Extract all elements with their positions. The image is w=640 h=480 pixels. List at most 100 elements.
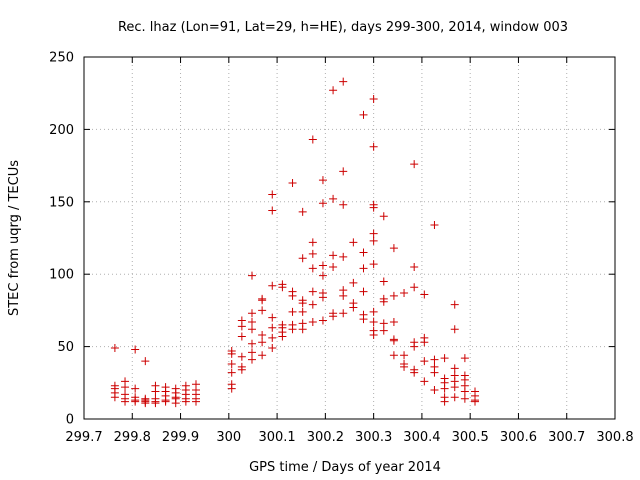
data-point	[318, 176, 327, 185]
data-point	[308, 317, 317, 326]
data-point	[369, 203, 378, 212]
data-point	[121, 397, 130, 406]
data-point	[298, 299, 307, 308]
data-point	[288, 325, 297, 334]
data-point	[110, 393, 119, 402]
data-point	[460, 394, 469, 403]
plot-border	[83, 56, 616, 420]
data-point	[410, 368, 419, 377]
data-point	[247, 271, 256, 280]
data-point	[339, 77, 348, 86]
data-point	[227, 349, 236, 358]
data-point	[268, 281, 277, 290]
data-point	[237, 322, 246, 331]
data-point	[308, 264, 317, 273]
data-point	[268, 333, 277, 342]
data-point	[359, 315, 368, 324]
data-point	[288, 307, 297, 316]
data-point	[308, 249, 317, 258]
data-point	[410, 160, 419, 169]
data-point	[339, 291, 348, 300]
y-tick-label: 50	[57, 340, 74, 355]
data-point	[247, 348, 256, 357]
x-axis-label: GPS time / Days of year 2014	[249, 460, 441, 475]
x-tick-label: 300.8	[596, 430, 633, 445]
data-point	[349, 278, 358, 287]
data-point	[131, 384, 140, 393]
y-tick-label: 200	[49, 123, 74, 138]
data-point	[181, 397, 190, 406]
data-point	[339, 252, 348, 261]
y-tick-label: 0	[66, 413, 74, 428]
y-axis-ticks: 0 50 100 150 200 250	[49, 51, 615, 428]
plot-frame	[83, 56, 616, 420]
data-point	[141, 399, 150, 408]
data-point	[379, 319, 388, 328]
data-point	[247, 309, 256, 318]
data-point	[268, 313, 277, 322]
data-point	[258, 331, 267, 340]
data-point	[450, 393, 459, 402]
data-point	[258, 351, 267, 360]
data-points	[110, 77, 480, 408]
data-point	[329, 262, 338, 271]
data-point	[420, 377, 429, 386]
data-point	[329, 251, 338, 260]
data-point	[318, 316, 327, 325]
data-point	[420, 338, 429, 347]
x-tick-label: 300.7	[548, 430, 585, 445]
data-point	[131, 397, 140, 406]
x-axis-ticks: 299.7 299.8 299.9 300 300.1 300.2 300.3 300.4 30…	[65, 57, 634, 445]
data-point	[389, 351, 398, 360]
data-point	[191, 397, 200, 406]
data-point	[450, 364, 459, 373]
data-point	[410, 342, 419, 351]
data-point	[288, 178, 297, 187]
data-point	[359, 110, 368, 119]
data-point	[440, 397, 449, 406]
data-point	[389, 291, 398, 300]
data-point	[359, 287, 368, 296]
y-tick-label: 100	[49, 268, 74, 283]
data-point	[400, 362, 409, 371]
data-point	[389, 244, 398, 253]
x-tick-label: 300	[216, 430, 241, 445]
data-point	[400, 351, 409, 360]
data-point	[329, 312, 338, 321]
data-point	[420, 357, 429, 366]
data-point	[318, 293, 327, 302]
data-point	[247, 339, 256, 348]
data-point	[339, 309, 348, 318]
x-tick-label: 300.6	[500, 430, 537, 445]
data-point	[227, 359, 236, 368]
x-tick-label: 300.5	[452, 430, 489, 445]
y-axis-label: STEC from uqrg / TECUs	[7, 160, 22, 316]
x-tick-label: 300.2	[307, 430, 344, 445]
data-point	[471, 397, 480, 406]
data-point	[369, 331, 378, 340]
chart-title: Rec. lhaz (Lon=91, Lat=29, h=HE), days 2…	[118, 20, 568, 35]
data-point	[389, 336, 398, 345]
x-tick-label: 300.1	[258, 430, 295, 445]
data-point	[440, 354, 449, 363]
data-point	[151, 399, 160, 408]
data-point	[450, 325, 459, 334]
data-point	[278, 283, 287, 292]
grid	[84, 57, 615, 419]
data-point	[379, 326, 388, 335]
data-point	[369, 307, 378, 316]
data-point	[369, 94, 378, 103]
data-point	[339, 200, 348, 209]
data-point	[430, 368, 439, 377]
y-tick-label: 150	[49, 195, 74, 210]
data-point	[460, 387, 469, 396]
data-point	[268, 344, 277, 353]
data-point	[359, 264, 368, 273]
data-point	[171, 399, 180, 408]
data-point	[349, 303, 358, 312]
data-point	[329, 86, 338, 95]
data-point	[298, 254, 307, 263]
data-point	[258, 306, 267, 315]
x-tick-label: 300.4	[403, 430, 440, 445]
y-tick-label: 250	[49, 51, 74, 66]
